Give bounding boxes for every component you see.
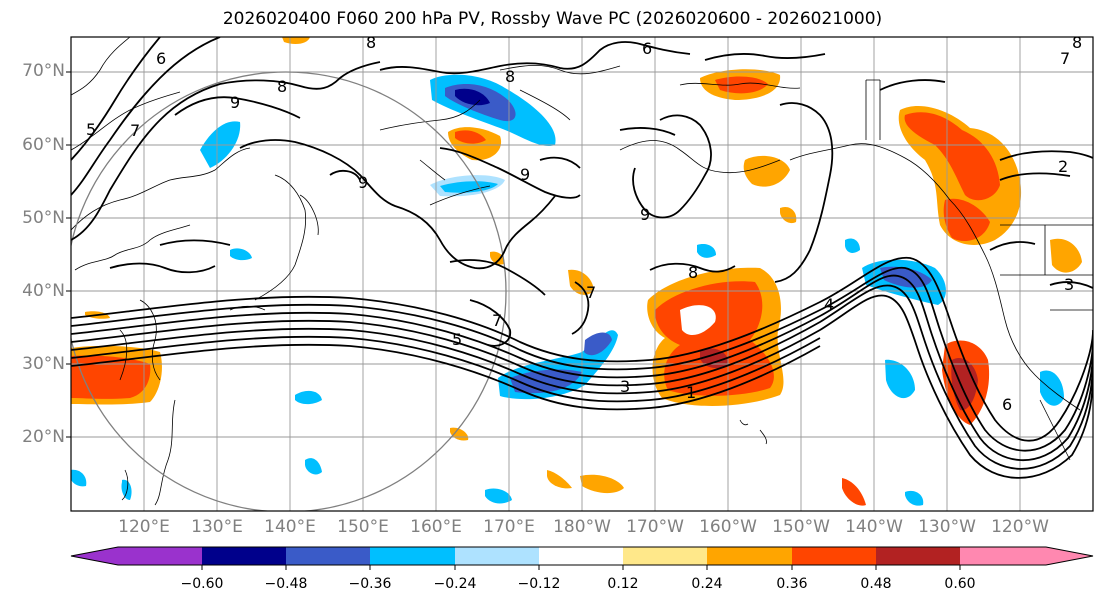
contour-label: 7 [586,283,596,302]
pos-anomaly-gulf-of-alaska [743,155,790,187]
lon-label-170w: 170°W [626,517,684,537]
lon-label-160w: 160°W [699,517,757,537]
neg-anomaly-baja [1040,370,1064,406]
pv-anomaly-fills [71,37,1082,506]
colorbar-segment [960,547,1046,565]
lon-label-120w: 120°W [991,517,1049,537]
lat-label-60n: 60°N [22,135,65,155]
colorbar-segment [707,547,792,565]
map-title: 2026020400 F060 200 hPa PV, Rossby Wave … [222,9,883,29]
lat-label-30n: 30°N [22,354,65,374]
contour-label: 8 [1072,33,1082,52]
colorbar-segment [455,547,540,565]
contour-label: 7 [492,311,502,330]
colorbar-tick-label: 0.48 [860,576,892,592]
contour-label: 6 [156,49,166,68]
contour-label: 8 [688,263,698,282]
lon-label-170e: 170°E [483,517,535,537]
lon-label-140w: 140°W [845,517,903,537]
contour-label: 7 [1060,49,1070,68]
colorbar-tick-label: 0.36 [776,576,808,592]
lon-label-130w: 130°W [918,517,976,537]
lon-label-160e: 160°E [410,517,462,537]
colorbar-segment [539,547,624,565]
colorbar [70,546,1094,570]
contour-label: 9 [358,173,368,192]
colorbar-tick-label: −0.24 [433,576,477,592]
colorbar-extend-left [71,547,118,565]
contour-labels: 6 8 9 7 5 8 9 7 6 8 9 5 7 1 3 4 2 6 3 8 … [86,33,1082,414]
lat-label-50n: 50°N [22,208,65,228]
contour-label: 6 [1002,395,1012,414]
contour-label: 5 [452,330,462,349]
contour-label: 1 [686,383,696,402]
colorbar-tick-label: −0.48 [264,576,308,592]
neg-anomaly-sakhalin [230,248,252,261]
lon-label-150e: 150°E [337,517,389,537]
contour-label: 2 [1058,157,1068,176]
contour-label: 5 [86,120,96,139]
contour-label: 9 [640,205,650,224]
colorbar-tick-label: −0.60 [180,576,224,592]
contour-label: 8 [505,67,515,86]
contour-label: 9 [520,165,530,184]
contour-label: 8 [277,77,287,96]
lon-label-180w: 180°W [553,517,611,537]
contour-label: 8 [366,33,376,52]
contour-label: 7 [130,121,140,140]
contour-label: 3 [1064,275,1074,294]
colorbar-extend-right [1046,547,1093,565]
graticule [71,37,1093,511]
axis-ticks [66,71,71,438]
map-frame [70,36,1094,512]
colorbar-segment [792,547,877,565]
lon-label-140e: 140°E [264,517,316,537]
contour-label: 4 [824,295,834,314]
colorbar-segment [118,547,203,565]
colorbar-segment [876,547,961,565]
lat-label-20n: 20°N [22,427,65,447]
contour-label: 6 [642,39,652,58]
colorbar-tick-label: −0.12 [517,576,561,592]
colorbar-tick-label: 0.12 [607,576,639,592]
lon-label-130e: 130°E [191,517,243,537]
colorbar-segment [202,547,287,565]
contour-label: 9 [230,93,240,112]
colorbar-segment [286,547,371,565]
contour-label: 3 [620,377,630,396]
colorbar-tick-label: 0.24 [691,576,723,592]
colorbar-tick-label: 0.60 [944,576,976,592]
pv-contours [71,37,1093,479]
colorbar-tick-label: −0.36 [348,576,392,592]
lat-label-70n: 70°N [22,61,65,81]
colorbar-segment [370,547,455,565]
lon-label-120e: 120°E [118,517,170,537]
reference-circle [71,71,507,511]
lat-label-40n: 40°N [22,281,65,301]
lon-label-150w: 150°W [772,517,830,537]
colorbar-segment [623,547,708,565]
